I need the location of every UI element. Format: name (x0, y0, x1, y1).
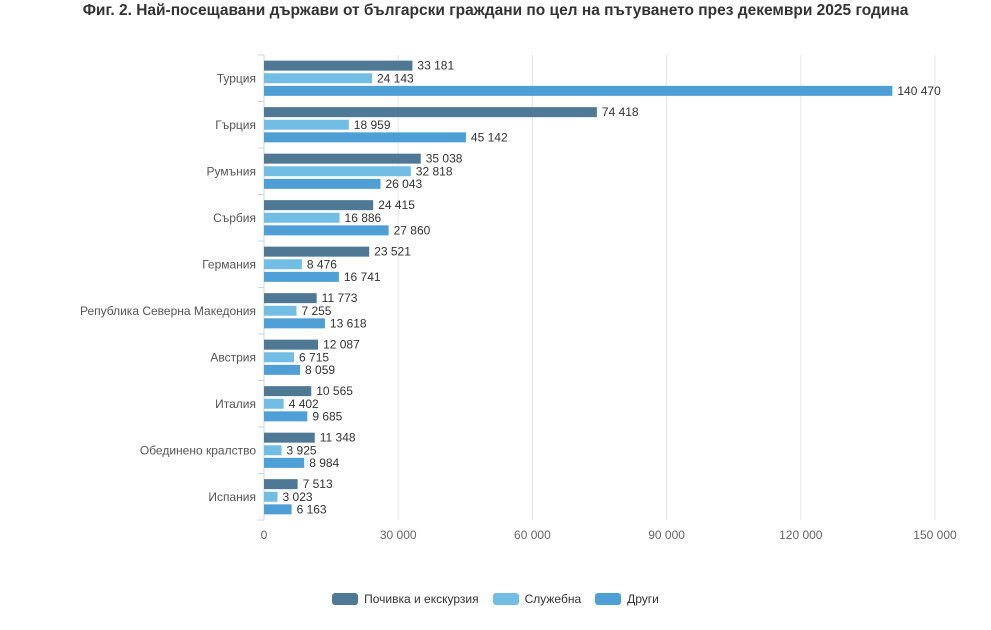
bar (264, 178, 381, 189)
x-tick-label: 90 000 (648, 528, 685, 542)
legend-label-leisure: Почивка и екскурзия (364, 592, 479, 606)
data-label: 16 741 (344, 270, 381, 284)
data-label: 32 818 (416, 164, 453, 178)
data-label: 27 860 (394, 223, 431, 237)
data-label: 26 043 (385, 177, 422, 191)
bar (264, 85, 893, 96)
chart-legend: Почивка и екскурзия Служебна Други (0, 592, 991, 606)
category-label: Италия (215, 397, 256, 411)
data-label: 16 886 (345, 211, 382, 225)
data-label: 74 418 (602, 105, 639, 119)
data-label: 24 143 (377, 71, 414, 85)
category-label: Обединено кралство (140, 443, 256, 457)
data-label: 6 715 (299, 350, 329, 364)
legend-label-business: Служебна (524, 592, 582, 606)
bar (264, 364, 301, 375)
data-label: 45 142 (471, 130, 508, 144)
data-label: 3 023 (283, 490, 313, 504)
data-label: 8 984 (309, 456, 339, 470)
data-label: 7 513 (303, 477, 333, 491)
bar (264, 479, 298, 490)
bar (264, 132, 466, 143)
data-label: 11 348 (320, 431, 356, 445)
bar (264, 305, 297, 316)
bar (264, 166, 411, 177)
data-label: 8 476 (307, 257, 337, 271)
data-label: 24 415 (378, 198, 415, 212)
category-label: Гърция (215, 118, 256, 132)
bar (264, 457, 305, 468)
bar (264, 318, 325, 329)
bar (264, 352, 295, 363)
category-label: Сърбия (213, 211, 256, 225)
category-label: Австрия (210, 350, 256, 364)
legend-swatch-business (492, 593, 519, 605)
bar (264, 504, 292, 515)
data-label: 18 959 (354, 118, 391, 132)
data-label: 8 059 (305, 363, 335, 377)
bar (264, 107, 597, 118)
bar (264, 339, 319, 350)
bar (264, 212, 340, 223)
data-label: 9 685 (312, 409, 342, 423)
legend-item-leisure[interactable]: Почивка и екскурзия (332, 592, 479, 606)
legend-swatch-other (595, 593, 622, 605)
legend-item-other[interactable]: Други (595, 592, 659, 606)
bar (264, 271, 339, 282)
bar (264, 445, 282, 456)
legend-swatch-leisure (332, 593, 359, 605)
category-label: Испания (208, 490, 256, 504)
category-label: Република Северна Македония (80, 304, 256, 318)
data-label: 4 402 (289, 397, 319, 411)
data-label: 23 521 (374, 245, 411, 259)
category-label: Турция (217, 71, 256, 85)
bar (264, 119, 349, 130)
bar (264, 411, 308, 422)
category-label: Германия (202, 257, 256, 271)
data-label: 33 181 (417, 59, 454, 73)
x-tick-label: 30 000 (380, 528, 417, 542)
data-label: 140 470 (897, 84, 941, 98)
data-label: 35 038 (426, 152, 463, 166)
bar (264, 491, 278, 502)
legend-item-business[interactable]: Служебна (492, 592, 582, 606)
data-label: 13 618 (330, 316, 367, 330)
bar (264, 153, 421, 164)
legend-label-other: Други (627, 592, 659, 606)
bar (264, 200, 374, 211)
data-label: 3 925 (287, 443, 317, 457)
x-tick-label: 120 000 (779, 528, 823, 542)
chart-title: Фиг. 2. Най-посещавани държави от българ… (82, 2, 909, 19)
x-tick-label: 60 000 (514, 528, 551, 542)
bar (264, 225, 389, 236)
x-tick-label: 0 (261, 528, 268, 542)
bar (264, 259, 302, 270)
data-label: 6 163 (297, 502, 327, 516)
data-label: 11 773 (322, 291, 358, 305)
bar (264, 60, 413, 71)
data-label: 10 565 (316, 384, 353, 398)
bar-chart: 0 30 000 60 000 90 000 120 000 150 000 Турция 3… (80, 54, 957, 542)
bar (264, 398, 284, 409)
data-label: 12 087 (323, 338, 360, 352)
bar (264, 246, 370, 257)
data-label: 7 255 (301, 304, 331, 318)
category-label: Румъния (207, 164, 256, 178)
bar (264, 293, 317, 304)
bar (264, 73, 372, 84)
x-tick-label: 150 000 (913, 528, 957, 542)
bar (264, 386, 312, 397)
bar (264, 432, 315, 443)
